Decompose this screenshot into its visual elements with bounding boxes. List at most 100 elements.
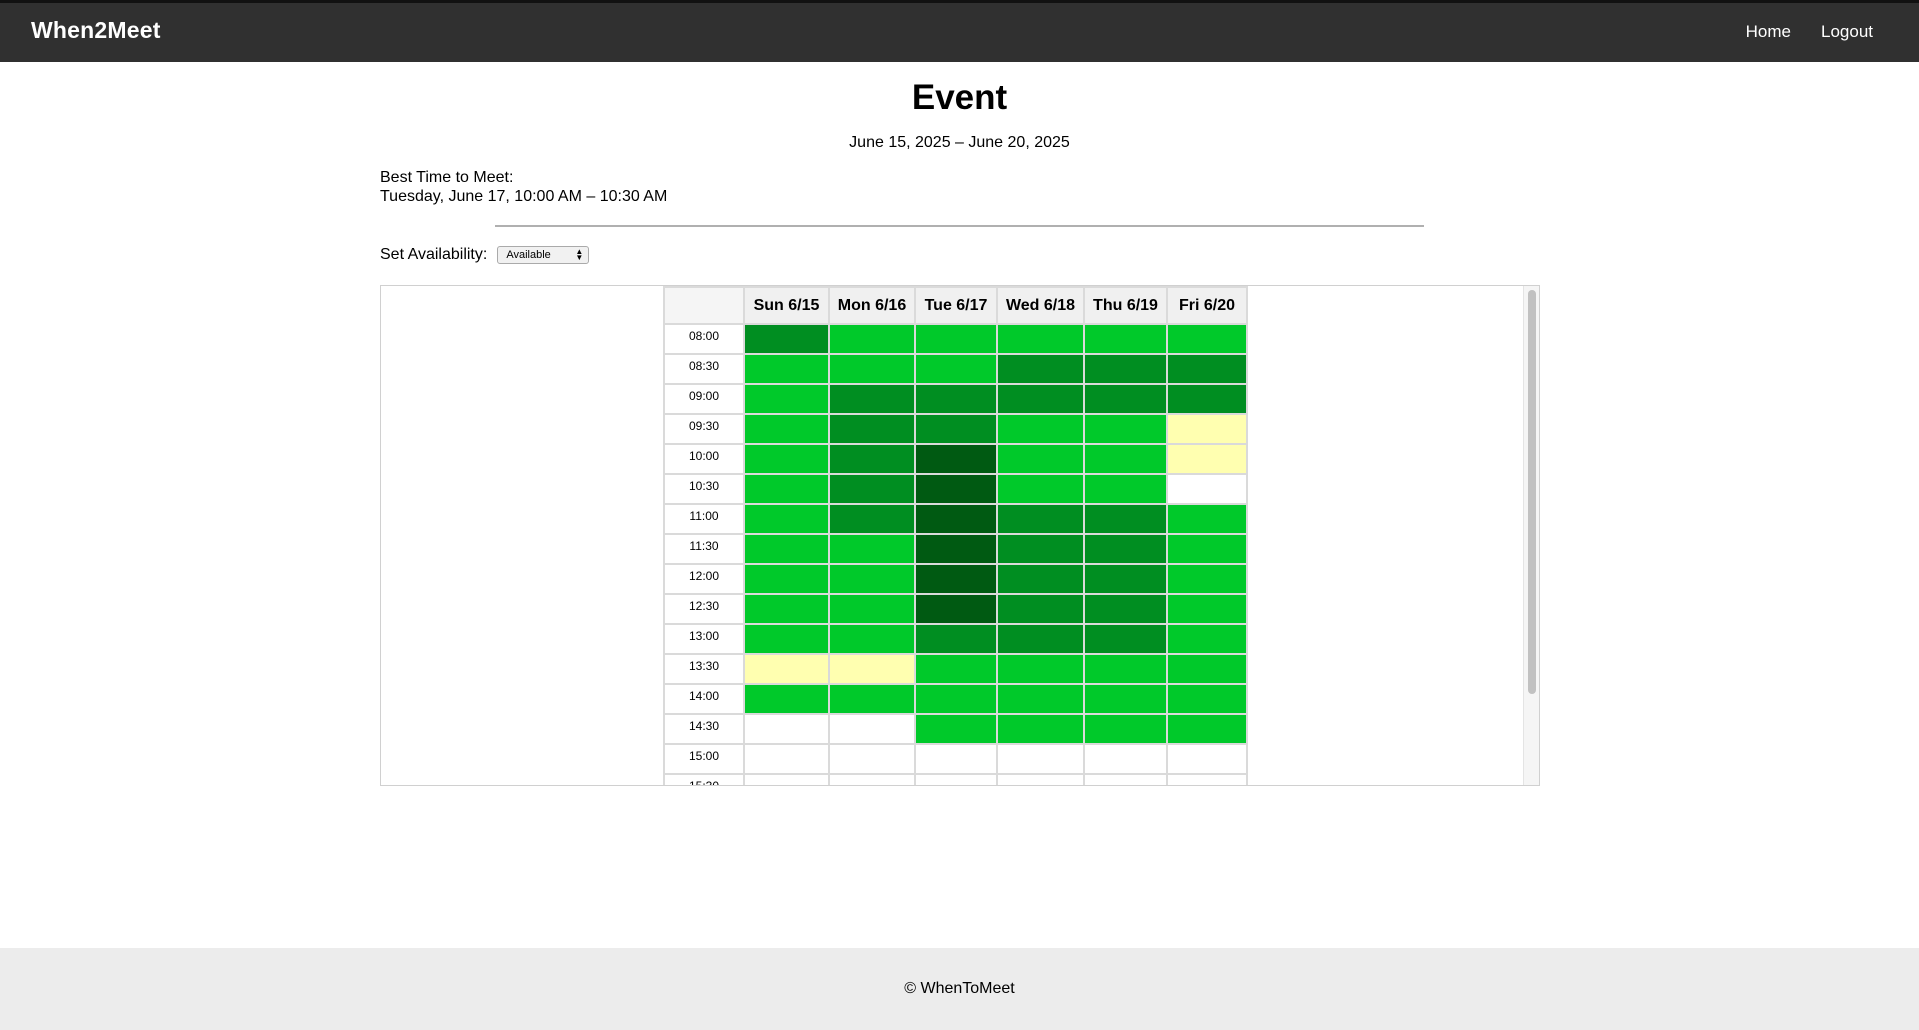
availability-cell[interactable] — [996, 743, 1085, 775]
availability-cell[interactable] — [914, 713, 998, 745]
availability-cell[interactable] — [996, 353, 1085, 385]
availability-cell[interactable] — [1166, 353, 1248, 385]
availability-cell[interactable] — [914, 773, 998, 785]
availability-cell[interactable] — [914, 503, 998, 535]
availability-cell[interactable] — [828, 683, 916, 715]
availability-cell[interactable] — [828, 743, 916, 775]
availability-cell[interactable] — [914, 653, 998, 685]
availability-cell[interactable] — [828, 383, 916, 415]
availability-cell[interactable] — [743, 653, 830, 685]
availability-cell[interactable] — [914, 443, 998, 475]
availability-cell[interactable] — [828, 413, 916, 445]
availability-cell[interactable] — [828, 653, 916, 685]
availability-cell[interactable] — [1166, 413, 1248, 445]
availability-cell[interactable] — [1083, 503, 1168, 535]
availability-cell[interactable] — [914, 413, 998, 445]
availability-cell[interactable] — [743, 533, 830, 565]
availability-select[interactable]: Available ▲ ▼ — [497, 246, 590, 264]
availability-cell[interactable] — [1166, 473, 1248, 505]
availability-cell[interactable] — [743, 503, 830, 535]
availability-cell[interactable] — [1166, 773, 1248, 785]
availability-cell[interactable] — [996, 563, 1085, 595]
availability-cell[interactable] — [996, 323, 1085, 355]
availability-cell[interactable] — [1083, 773, 1168, 785]
availability-cell[interactable] — [743, 623, 830, 655]
availability-cell[interactable] — [996, 383, 1085, 415]
availability-cell[interactable] — [1083, 353, 1168, 385]
availability-cell[interactable] — [1166, 533, 1248, 565]
availability-cell[interactable] — [996, 413, 1085, 445]
availability-cell[interactable] — [914, 383, 998, 415]
nav-home-link[interactable]: Home — [1745, 22, 1791, 41]
availability-cell[interactable] — [996, 593, 1085, 625]
availability-cell[interactable] — [828, 713, 916, 745]
availability-cell[interactable] — [828, 533, 916, 565]
availability-cell[interactable] — [743, 473, 830, 505]
availability-cell[interactable] — [996, 713, 1085, 745]
availability-cell[interactable] — [1166, 623, 1248, 655]
availability-cell[interactable] — [743, 353, 830, 385]
availability-cell[interactable] — [743, 743, 830, 775]
availability-cell[interactable] — [1166, 593, 1248, 625]
availability-cell[interactable] — [996, 683, 1085, 715]
availability-cell[interactable] — [996, 443, 1085, 475]
availability-cell[interactable] — [1083, 443, 1168, 475]
availability-cell[interactable] — [743, 563, 830, 595]
availability-cell[interactable] — [914, 353, 998, 385]
availability-cell[interactable] — [914, 563, 998, 595]
availability-cell[interactable] — [1166, 323, 1248, 355]
availability-cell[interactable] — [828, 623, 916, 655]
availability-cell[interactable] — [1166, 443, 1248, 475]
availability-cell[interactable] — [914, 683, 998, 715]
availability-cell[interactable] — [1083, 743, 1168, 775]
availability-cell[interactable] — [828, 563, 916, 595]
availability-cell[interactable] — [1166, 383, 1248, 415]
availability-cell[interactable] — [996, 653, 1085, 685]
brand-logo[interactable]: When2Meet — [31, 17, 161, 43]
availability-cell[interactable] — [914, 623, 998, 655]
availability-cell[interactable] — [1166, 713, 1248, 745]
availability-cell[interactable] — [1083, 623, 1168, 655]
availability-cell[interactable] — [1083, 533, 1168, 565]
availability-cell[interactable] — [743, 383, 830, 415]
availability-cell[interactable] — [743, 713, 830, 745]
availability-cell[interactable] — [1083, 653, 1168, 685]
availability-cell[interactable] — [828, 503, 916, 535]
availability-cell[interactable] — [1083, 563, 1168, 595]
availability-cell[interactable] — [743, 593, 830, 625]
availability-cell[interactable] — [743, 413, 830, 445]
availability-cell[interactable] — [1083, 713, 1168, 745]
availability-cell[interactable] — [1166, 503, 1248, 535]
availability-cell[interactable] — [1083, 683, 1168, 715]
availability-cell[interactable] — [914, 533, 998, 565]
availability-cell[interactable] — [996, 773, 1085, 785]
availability-cell[interactable] — [996, 623, 1085, 655]
availability-cell[interactable] — [743, 683, 830, 715]
availability-cell[interactable] — [1166, 683, 1248, 715]
availability-cell[interactable] — [743, 443, 830, 475]
availability-cell[interactable] — [1083, 473, 1168, 505]
grid-scrollbar[interactable] — [1523, 286, 1539, 785]
availability-cell[interactable] — [914, 593, 998, 625]
availability-cell[interactable] — [914, 323, 998, 355]
availability-cell[interactable] — [828, 473, 916, 505]
availability-cell[interactable] — [914, 743, 998, 775]
availability-cell[interactable] — [996, 473, 1085, 505]
availability-cell[interactable] — [828, 353, 916, 385]
availability-cell[interactable] — [1083, 323, 1168, 355]
availability-cell[interactable] — [828, 773, 916, 785]
grid-scrollbar-thumb[interactable] — [1528, 290, 1536, 694]
availability-cell[interactable] — [1166, 563, 1248, 595]
nav-logout-link[interactable]: Logout — [1821, 22, 1873, 41]
availability-cell[interactable] — [1166, 653, 1248, 685]
availability-cell[interactable] — [1083, 383, 1168, 415]
availability-cell[interactable] — [914, 473, 998, 505]
availability-cell[interactable] — [828, 323, 916, 355]
availability-cell[interactable] — [1083, 593, 1168, 625]
availability-cell[interactable] — [1166, 743, 1248, 775]
availability-cell[interactable] — [828, 593, 916, 625]
availability-cell[interactable] — [996, 503, 1085, 535]
availability-cell[interactable] — [828, 443, 916, 475]
availability-cell[interactable] — [743, 773, 830, 785]
availability-cell[interactable] — [996, 533, 1085, 565]
